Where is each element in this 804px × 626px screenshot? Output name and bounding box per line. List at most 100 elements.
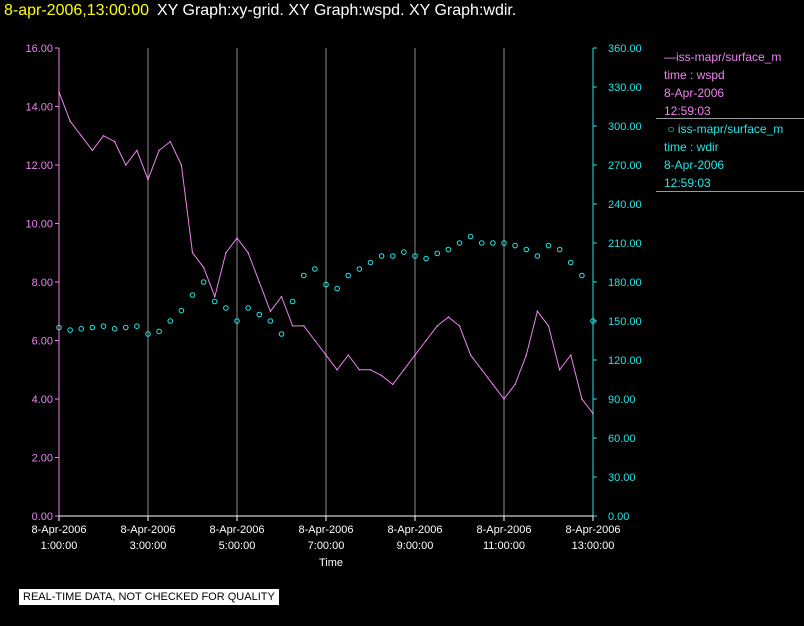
wdir-point xyxy=(200,279,207,285)
wspd-point xyxy=(569,354,572,356)
legend-wdir-date: 8-Apr-2006 xyxy=(664,158,725,172)
x-tick-label: 8-Apr-2006 xyxy=(209,524,264,536)
x-tick-label: 11:00:00 xyxy=(483,540,525,552)
wdir-point xyxy=(122,324,129,331)
wspd-point xyxy=(314,339,316,342)
right-tick-label: 360.00 xyxy=(608,43,642,55)
wspd-point xyxy=(503,398,505,400)
wspd-point xyxy=(414,354,416,356)
wspd-point xyxy=(536,310,539,313)
legend-wspd-source: —iss-mapr/surface_m xyxy=(664,50,782,64)
wdir-point xyxy=(256,311,263,318)
wdir-point xyxy=(367,259,374,266)
wdir-point xyxy=(345,272,352,279)
wspd-point xyxy=(258,281,261,283)
legend-divider xyxy=(656,191,804,192)
left-tick-label: 12.00 xyxy=(25,160,53,172)
left-tick-label: 14.00 xyxy=(25,102,53,114)
wspd-point xyxy=(458,325,461,327)
wspd-point xyxy=(592,412,594,415)
left-tick-label: 16.00 xyxy=(25,43,53,55)
x-tick-label: 9:00:00 xyxy=(397,540,434,552)
wspd-point xyxy=(180,164,183,166)
wspd-point xyxy=(291,325,294,327)
wdir-point xyxy=(89,324,96,331)
wspd-point xyxy=(225,251,227,254)
left-tick-label: 8.00 xyxy=(32,277,53,289)
left-tick-label: 10.00 xyxy=(25,219,53,231)
wspd-point xyxy=(236,237,238,239)
wdir-point xyxy=(167,318,174,324)
wspd-point xyxy=(158,149,160,152)
wspd-point xyxy=(480,368,483,371)
wdir-point xyxy=(556,246,563,253)
wdir-point xyxy=(478,240,485,246)
wspd-point xyxy=(247,251,249,254)
wdir-point xyxy=(234,318,240,324)
wdir-point xyxy=(356,266,363,272)
wdir-point xyxy=(334,285,340,292)
wdir-point xyxy=(579,272,585,279)
wspd-point xyxy=(280,295,283,298)
wdir-point xyxy=(323,281,329,288)
wdir-point xyxy=(401,249,407,255)
wspd-point xyxy=(213,295,216,298)
wdir-point xyxy=(134,323,140,330)
wdir-point xyxy=(545,242,552,249)
chart-header: 8-apr-2006,13:00:00 XY Graph:xy-grid. XY … xyxy=(4,2,516,20)
wspd-point xyxy=(347,354,350,356)
wdir-point xyxy=(223,305,229,311)
x-tick-label: 5:00:00 xyxy=(219,540,256,552)
x-tick-label: 3:00:00 xyxy=(130,540,167,552)
x-tick-label: 8-Apr-2006 xyxy=(565,524,620,536)
wdir-point xyxy=(156,328,162,335)
axes: 0.00 2.00 4.00 6.00 8.00 10.00 12.00 14.00 16.00… xyxy=(25,43,641,552)
wdir-point xyxy=(456,240,463,246)
wspd-point xyxy=(191,251,194,254)
wspd-point xyxy=(469,354,472,356)
legend-wspd-variable: time : wspd xyxy=(664,68,725,82)
right-tick-label: 270.00 xyxy=(608,160,642,172)
wspd-point xyxy=(581,398,583,400)
wdir-point xyxy=(278,331,285,337)
wspd-point xyxy=(325,354,327,356)
wdir-point xyxy=(100,323,107,330)
wdir-point xyxy=(67,327,73,333)
left-tick-label: 6.00 xyxy=(32,336,53,348)
wspd-point xyxy=(525,354,528,356)
right-tick-label: 210.00 xyxy=(608,238,642,250)
wspd-point xyxy=(380,374,383,377)
legend-wdir-source: ○ iss-mapr/surface_m xyxy=(664,122,784,136)
x-axis-label: Time xyxy=(319,557,343,569)
wspd-point xyxy=(91,149,94,152)
right-tick-label: 60.00 xyxy=(608,433,636,445)
x-tick-label: 13:00:00 xyxy=(572,540,615,552)
legend-wdir-variable: time : wdir xyxy=(664,140,719,154)
wspd-point xyxy=(425,339,427,342)
wspd-point xyxy=(102,134,105,137)
wdir-point xyxy=(78,326,85,332)
wspd-point xyxy=(302,325,305,327)
wdir-point xyxy=(534,253,541,259)
wspd-point xyxy=(113,140,116,143)
right-tick-label: 330.00 xyxy=(608,82,642,94)
wdir-point xyxy=(189,292,196,298)
wspd-point xyxy=(558,368,561,371)
wspd-point xyxy=(58,91,60,93)
legend-wspd-date: 8-Apr-2006 xyxy=(664,86,725,100)
legend-wdir: ○ iss-mapr/surface_m time : wdir 8-Apr-2… xyxy=(664,120,804,192)
header-graph-titles: XY Graph:xy-grid. XY Graph:wspd. XY Grap… xyxy=(157,2,517,19)
wspd-point xyxy=(369,368,372,371)
right-tick-label: 300.00 xyxy=(608,121,642,133)
wdir-point xyxy=(590,318,596,324)
wspd-point xyxy=(336,368,338,371)
x-tick-label: 8-Apr-2006 xyxy=(387,524,442,536)
left-tick-label: 2.00 xyxy=(32,453,53,465)
wdir-point xyxy=(300,272,307,279)
x-tick-label: 8-Apr-2006 xyxy=(120,524,175,536)
right-tick-label: 30.00 xyxy=(608,472,636,484)
wdir-point xyxy=(490,240,496,246)
wdir-point xyxy=(211,298,218,305)
wdir-point xyxy=(111,326,118,332)
